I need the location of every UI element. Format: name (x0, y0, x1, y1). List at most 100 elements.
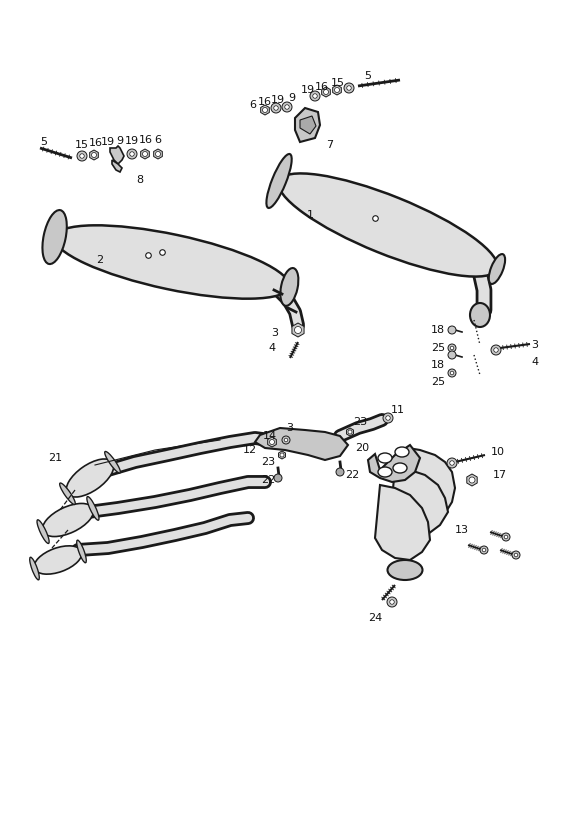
Text: 19: 19 (125, 136, 139, 146)
Ellipse shape (66, 459, 114, 497)
Text: 18: 18 (431, 325, 445, 335)
Ellipse shape (489, 254, 505, 284)
Text: 6: 6 (154, 135, 161, 145)
Text: 22: 22 (345, 470, 359, 480)
Text: 5: 5 (40, 137, 47, 147)
Polygon shape (154, 149, 162, 159)
Text: 4: 4 (268, 343, 276, 353)
Circle shape (284, 438, 288, 442)
Circle shape (469, 477, 475, 483)
Text: 16: 16 (89, 138, 103, 148)
Text: 17: 17 (493, 470, 507, 480)
Ellipse shape (87, 497, 99, 520)
Text: 19: 19 (271, 95, 285, 105)
Ellipse shape (266, 154, 292, 208)
Circle shape (449, 461, 454, 466)
Circle shape (294, 326, 301, 334)
Circle shape (494, 348, 498, 352)
Text: 11: 11 (391, 405, 405, 415)
Circle shape (480, 546, 488, 554)
Text: 1: 1 (307, 210, 314, 220)
Circle shape (336, 468, 344, 476)
Text: 13: 13 (455, 525, 469, 535)
Ellipse shape (77, 541, 86, 563)
Circle shape (347, 86, 351, 91)
Circle shape (80, 154, 85, 158)
Polygon shape (368, 445, 420, 482)
Polygon shape (346, 428, 353, 436)
Text: 2: 2 (96, 255, 104, 265)
Circle shape (448, 351, 456, 359)
Circle shape (130, 152, 134, 157)
Circle shape (482, 548, 486, 552)
Ellipse shape (470, 303, 490, 327)
Circle shape (386, 416, 390, 420)
Circle shape (127, 149, 137, 159)
Text: 21: 21 (48, 453, 62, 463)
Text: 16: 16 (139, 135, 153, 145)
Ellipse shape (378, 453, 392, 463)
Circle shape (512, 551, 520, 559)
Circle shape (448, 326, 456, 334)
Circle shape (312, 94, 317, 98)
Text: 3: 3 (286, 423, 293, 433)
Text: 19: 19 (101, 137, 115, 147)
Circle shape (271, 103, 281, 113)
Text: 23: 23 (261, 457, 275, 467)
Ellipse shape (43, 503, 93, 536)
Polygon shape (112, 160, 122, 172)
Polygon shape (141, 149, 149, 159)
Text: 5: 5 (364, 71, 371, 81)
Circle shape (310, 91, 320, 101)
Text: 4: 4 (532, 357, 539, 367)
Circle shape (285, 105, 289, 110)
Text: 9: 9 (289, 93, 296, 103)
Polygon shape (110, 146, 124, 164)
Text: 6: 6 (250, 100, 257, 110)
Text: 8: 8 (136, 175, 143, 185)
Ellipse shape (54, 225, 290, 298)
Polygon shape (279, 451, 286, 459)
Ellipse shape (279, 173, 497, 277)
Text: 25: 25 (431, 343, 445, 353)
Text: 7: 7 (326, 140, 333, 150)
Text: 9: 9 (117, 136, 124, 146)
Polygon shape (333, 85, 341, 95)
Circle shape (387, 597, 397, 607)
Circle shape (514, 553, 518, 557)
Circle shape (156, 152, 160, 157)
Circle shape (274, 474, 282, 482)
Text: 15: 15 (331, 78, 345, 88)
Text: 16: 16 (258, 97, 272, 107)
Circle shape (142, 152, 147, 157)
Polygon shape (375, 485, 430, 560)
Circle shape (502, 533, 510, 541)
Circle shape (383, 413, 393, 423)
Circle shape (348, 430, 352, 434)
Ellipse shape (37, 520, 49, 544)
Circle shape (282, 436, 290, 444)
Circle shape (280, 453, 284, 457)
Polygon shape (390, 468, 448, 535)
Ellipse shape (378, 467, 392, 477)
Circle shape (450, 346, 454, 350)
Polygon shape (261, 105, 269, 115)
Circle shape (335, 87, 339, 92)
Text: 25: 25 (431, 377, 445, 387)
Circle shape (344, 83, 354, 93)
Polygon shape (268, 437, 276, 447)
Circle shape (448, 344, 456, 352)
Ellipse shape (59, 483, 75, 504)
Polygon shape (300, 116, 316, 134)
Text: 3: 3 (272, 328, 279, 338)
Text: 10: 10 (491, 447, 505, 457)
Circle shape (77, 151, 87, 161)
Ellipse shape (280, 268, 298, 306)
Ellipse shape (393, 463, 407, 473)
Polygon shape (467, 474, 477, 486)
Ellipse shape (43, 210, 67, 264)
Circle shape (92, 152, 97, 157)
Polygon shape (295, 108, 320, 142)
Circle shape (448, 369, 456, 377)
Circle shape (450, 371, 454, 375)
